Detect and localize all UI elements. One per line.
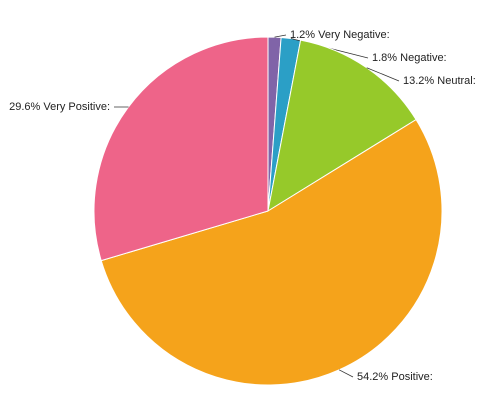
- category-label: Neutral:: [437, 75, 476, 87]
- value-label: 54.2%: [357, 371, 388, 383]
- value-label: 13.2%: [403, 75, 434, 87]
- value-label: 1.2%: [290, 29, 315, 41]
- value-label: 29.6%: [9, 101, 40, 113]
- pie-slice: [93, 36, 269, 262]
- slice-label: 1.8% Negative:: [372, 52, 447, 64]
- leader-line: [338, 369, 354, 378]
- category-label: Very Positive:: [43, 101, 110, 113]
- value-label: 1.8%: [372, 52, 397, 64]
- category-label: Negative:: [400, 52, 446, 64]
- pie-slice: [267, 39, 417, 213]
- leader-line: [274, 34, 287, 38]
- slice-label: 13.2% Neutral:: [403, 75, 476, 87]
- category-label: Positive:: [391, 371, 433, 383]
- slice-label: 54.2% Positive:: [357, 371, 433, 383]
- category-label: Very Negative:: [318, 29, 390, 41]
- slice-label: 29.6% Very Positive:: [9, 101, 110, 113]
- leader-line: [366, 67, 400, 82]
- slice-label: 1.2% Very Negative:: [290, 29, 390, 41]
